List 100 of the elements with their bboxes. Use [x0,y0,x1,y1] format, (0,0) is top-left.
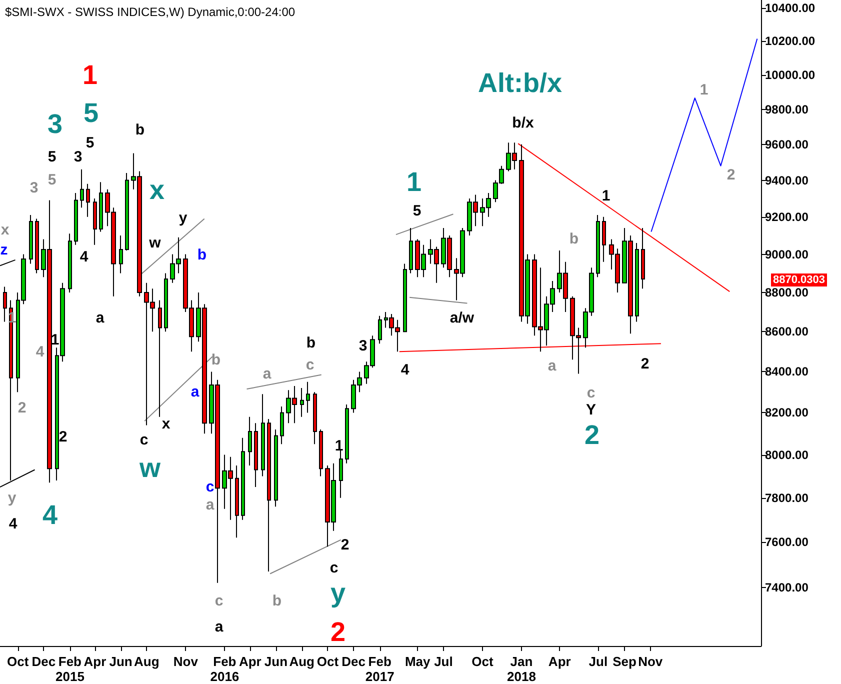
candlestick [125,172,129,252]
candlestick [248,416,252,466]
annotation: a [96,310,105,326]
y-tick-label: 8600.00 [765,324,809,339]
annotation: b/x [512,114,534,132]
candlestick [306,381,310,414]
annotation: 3 [74,148,82,166]
x-tick-label: Dec [32,654,56,669]
annotation: Alt:b/x [478,68,562,98]
y-tick-label: 9200.00 [765,210,809,224]
candlestick [241,437,245,520]
candlestick [274,428,278,508]
y-tick-label: 7400.00 [765,580,809,594]
candlestick [29,214,33,264]
annotation: 4 [400,362,410,378]
candlestick [313,392,317,445]
annotation: x [162,416,171,432]
x-tick-label: Jun [264,654,288,669]
x-tick-label: Aug [134,654,160,669]
annotation: 2 [340,536,350,554]
y-tick-label: 7800.00 [765,490,809,505]
annotation: a/w [450,310,474,326]
annotation: b [135,122,145,138]
annotation: 5 [86,134,94,152]
x-tick-label: Sep [612,654,636,669]
annotation: 3 [358,338,368,354]
annotation: a [262,366,272,382]
annotation: 1 [8,310,16,326]
candlestick [280,406,284,445]
candlestick [403,263,407,332]
candlestick [254,422,258,488]
annotation: b [569,230,579,248]
annotation: 2 [640,356,650,372]
x-tick-label: May [404,654,432,669]
annotation: 1 [50,332,60,348]
candlestick [261,394,265,477]
x-tick-label: Jul [434,654,453,669]
candlestick [164,272,168,332]
chart-title: $SMI-SWX - SWISS INDICES,W) Dynamic,0:00-24:00 [5,5,296,19]
annotation: x [0,222,10,238]
y-tick-label: 7600.00 [765,535,809,550]
annotation: 3 [47,109,63,139]
x-tick-label: Apr [238,654,262,669]
candlestick [345,404,349,464]
x-tick-label: Aug [289,654,315,669]
annotation: c [140,432,148,448]
annotation: c [306,356,314,374]
annotation: 3 [30,180,38,196]
annotation: y [178,210,188,226]
candlestick [158,300,162,418]
annotation: 2 [18,400,26,416]
x-tick-label: Nov [638,654,664,669]
x-tick-label: Nov [173,654,199,669]
annotation: 1 [700,82,708,98]
annotation: 1 [334,438,344,454]
y-tick-label: 9800.00 [765,102,809,116]
y-tick-label: 8400.00 [765,364,809,379]
candlestick [93,198,97,246]
annotation: c [214,592,224,610]
annotation: a [206,496,215,514]
annotation: 4 [80,248,89,266]
annotation: 5 [412,202,422,220]
y-tick-label: 8200.00 [765,406,809,420]
annotation: 1 [82,60,98,90]
candlestick [3,286,7,322]
candlestick [119,234,123,274]
annotation: a [190,384,200,400]
x-tick-label: Oct [472,654,494,669]
annotation: 2 [58,428,68,446]
candlestick [267,418,271,572]
candlestick [86,183,90,218]
x-tick-label: Feb 2016 [210,654,240,684]
candlestick [635,242,639,322]
annotation: 2 [330,617,346,647]
y-tick-label: 10200.00 [765,34,816,48]
annotation: 5 [48,148,56,166]
annotation: 4 [8,516,18,532]
annotation: 5 [48,172,56,188]
annotation: a [548,358,557,374]
candlestick [378,315,382,344]
annotation: 2 [584,420,600,450]
annotation: c [330,560,338,576]
candlestick [235,464,239,538]
x-tick-label: Apr [84,654,106,669]
y-tick-label: 9000.00 [765,247,809,262]
candlestick [74,192,78,246]
x-tick-label: Jan 2018 [507,654,536,684]
annotation: c [586,384,596,402]
annotation: b [306,334,316,352]
annotation: b [197,246,207,264]
candlestick [68,233,72,294]
annotation: c [206,478,214,496]
candlestick [80,168,84,208]
candlestick [99,182,103,232]
annotation: a [214,618,224,636]
x-tick-label: Feb 2017 [365,654,394,684]
x-tick-label: Jul [588,654,608,669]
line-series [650,38,758,232]
y-tick-label: 8800.00 [765,286,809,300]
annotation: x [149,175,165,205]
